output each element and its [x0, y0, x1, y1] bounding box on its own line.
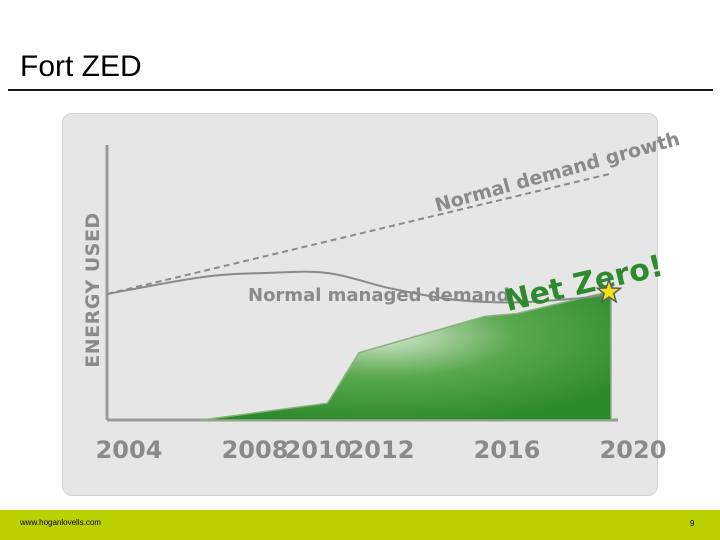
energy-chart: ENERGY USED Normal demand growth Normal ma… — [82, 128, 682, 464]
normal-managed-demand-line — [106, 270, 612, 304]
x-tick-label: 2020 — [600, 436, 667, 464]
normal-managed-demand-label: Normal managed demand — [248, 285, 509, 306]
normal-demand-growth-line — [106, 172, 612, 295]
slide-title: Fort ZED — [20, 50, 142, 83]
y-axis-label: ENERGY USED — [82, 212, 104, 367]
x-tick-label: 2004 — [96, 436, 163, 464]
normal-demand-growth-label: Normal demand growth — [432, 128, 682, 217]
star-icon — [595, 277, 623, 304]
footer-url[interactable]: www.hoganlovells.com — [20, 518, 101, 527]
page-number: 9 — [690, 519, 695, 528]
title-divider — [8, 89, 713, 91]
x-tick-label: 2012 — [348, 436, 415, 464]
x-tick-label: 2008 — [222, 436, 289, 464]
x-tick-label: 2016 — [474, 436, 541, 464]
x-tick-label: 2010 — [285, 436, 352, 464]
footer-bar — [0, 510, 720, 540]
net-zero-area — [201, 290, 612, 421]
